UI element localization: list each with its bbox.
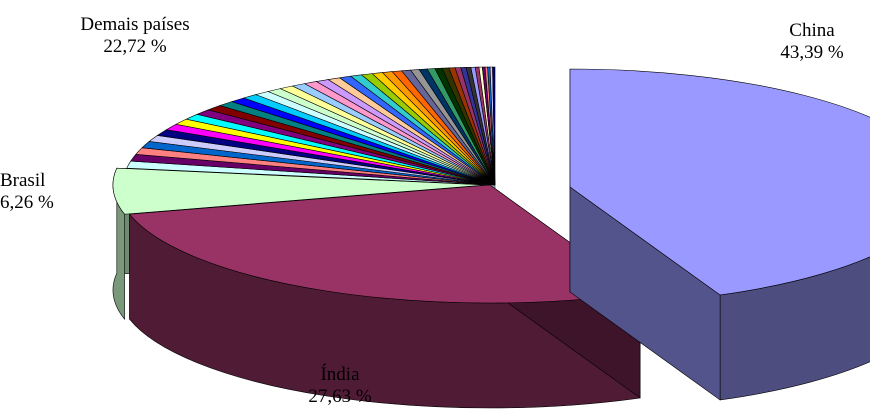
label-brasil-value: 6,26 % <box>0 192 54 213</box>
label-china-value: 43,39 % <box>780 42 844 63</box>
china-top <box>569 68 870 296</box>
label-china: China 43,39 % <box>752 20 870 64</box>
label-india-name: Índia <box>320 364 360 385</box>
demais-wedge <box>492 66 496 186</box>
label-demais-name: Demais países <box>80 14 190 35</box>
label-demais-paises: Demais países 22,72 % <box>40 14 230 58</box>
label-india: Índia 27,63 % <box>270 364 410 408</box>
brasil-top <box>112 167 486 215</box>
slice-china <box>569 68 870 401</box>
label-india-value: 27,63 % <box>308 386 372 407</box>
label-demais-value: 22,72 % <box>103 36 167 57</box>
label-brasil-name: Brasil <box>0 170 46 191</box>
slice-demais-paises <box>126 66 496 291</box>
slice-india <box>128 184 641 409</box>
india-top <box>128 184 641 304</box>
label-brasil: Brasil 6,26 % <box>0 170 90 214</box>
label-china-name: China <box>789 20 835 41</box>
